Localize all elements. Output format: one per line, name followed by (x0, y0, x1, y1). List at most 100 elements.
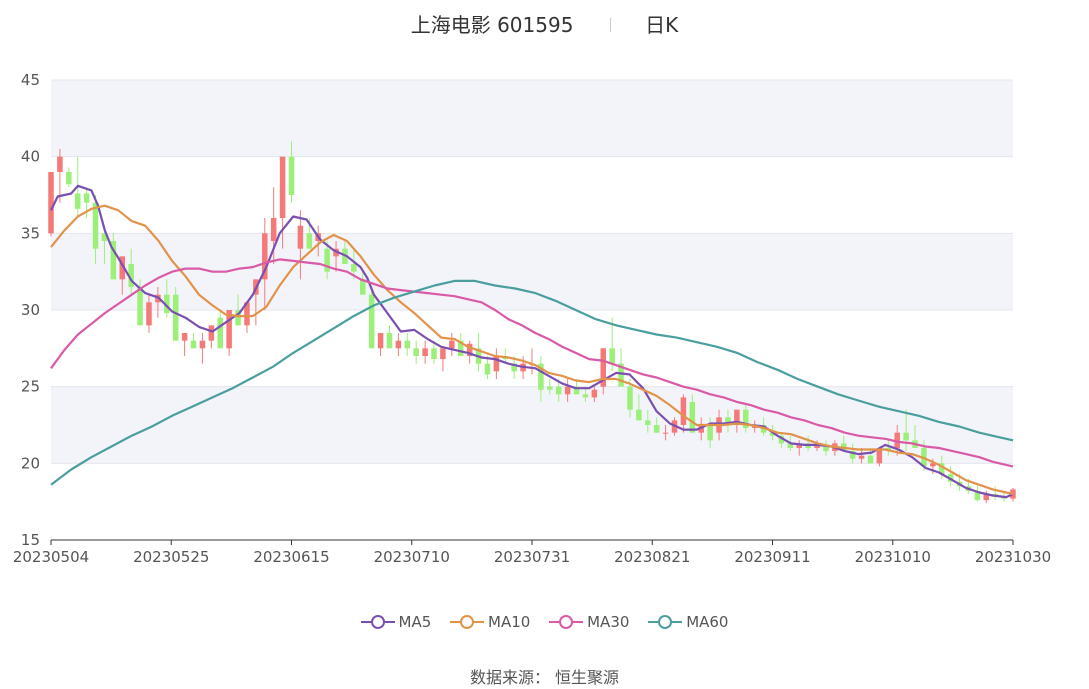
candle-body (101, 233, 108, 241)
candle-body (395, 340, 402, 349)
legend-ma60-icon (648, 615, 683, 629)
legend-ma30-icon (549, 615, 584, 629)
source-value: 恒生聚源 (555, 668, 620, 687)
candle-body (172, 294, 179, 341)
stock-name: 上海电影 601595 (410, 12, 574, 37)
candle-body (555, 386, 562, 395)
candle-body (137, 287, 143, 326)
candle-body (368, 294, 375, 349)
candle-body (199, 340, 206, 349)
candle-body (662, 432, 669, 434)
data-source: 数据来源： 恒生聚源 (0, 664, 1089, 688)
candle-body (83, 193, 90, 203)
legend-item-ma60[interactable]: MA60 (648, 613, 728, 631)
candle-body (769, 432, 776, 436)
candle-body (190, 340, 197, 349)
candle-body (636, 409, 642, 421)
candle-body (734, 409, 740, 425)
legend-ma5-label: MA5 (398, 612, 432, 631)
candle-body (119, 256, 126, 280)
candle-body (823, 444, 829, 452)
legend: MA5 MA10 MA30 MA60 (0, 612, 1089, 631)
y-tick-label: 25 (21, 378, 40, 396)
candle-body (582, 394, 589, 398)
candle-body (404, 340, 411, 349)
legend-item-ma5[interactable]: MA5 (360, 612, 432, 631)
candle-body (457, 340, 464, 356)
legend-ma30-label: MA30 (587, 612, 630, 631)
candle-body (92, 202, 99, 249)
candle-body (66, 172, 72, 185)
candle-body (618, 363, 624, 387)
candle-body (449, 340, 455, 349)
y-tick-label: 35 (21, 224, 40, 242)
candle-body (983, 494, 990, 501)
candle-body (591, 389, 598, 398)
candle-body (903, 432, 909, 441)
candle-body (627, 386, 633, 410)
candle-body (743, 409, 749, 429)
candle-body (440, 348, 446, 360)
candle-body (270, 218, 277, 241)
candle-body (128, 264, 134, 287)
y-tick-label: 40 (21, 148, 40, 166)
candle-body (288, 156, 295, 195)
x-tick-label: 20231010 (855, 548, 931, 566)
candle-body (146, 302, 152, 326)
candle-body (564, 386, 571, 395)
candle-body (422, 348, 428, 356)
candle-body (653, 425, 660, 433)
candle-body (689, 402, 696, 433)
x-tick-label: 20230525 (133, 548, 209, 566)
ma-line-ma10 (50, 204, 1014, 496)
chart-title: 上海电影 601595 日K (0, 8, 1089, 38)
candle-body (413, 348, 419, 356)
ma-line-ma30 (50, 258, 1014, 468)
candle-body (573, 386, 580, 395)
y-tick-label: 15 (21, 531, 40, 549)
legend-item-ma10[interactable]: MA10 (450, 613, 530, 631)
ma-line-ma60 (50, 279, 1014, 486)
candle-body (377, 333, 384, 349)
candle-body (57, 156, 63, 172)
x-tick-label: 20230615 (253, 548, 329, 566)
candle-body (262, 233, 268, 280)
x-tick-label: 20230710 (374, 548, 450, 566)
candle-body (386, 333, 393, 349)
candle-body (876, 448, 883, 464)
candle-body (538, 363, 544, 390)
candle-body (208, 325, 215, 341)
candle-body (858, 455, 865, 459)
candle-body (511, 363, 517, 372)
x-tick-label: 20231030 (975, 548, 1051, 566)
legend-item-ma30[interactable]: MA30 (549, 613, 629, 631)
candle-body (974, 490, 981, 501)
grid-band (51, 233, 1013, 310)
x-tick-label: 20230731 (494, 548, 570, 566)
candle-body (324, 248, 330, 272)
candle-body (110, 241, 117, 280)
legend-ma10-icon (450, 615, 485, 629)
x-tick-label: 20230504 (13, 548, 89, 566)
candle-body (707, 425, 713, 441)
source-label: 数据来源： (469, 668, 550, 687)
period-label: 日K (645, 12, 679, 37)
candlestick-chart: 15 20 25 30 35 40 45 20230504 20230525 20230615 20… (13, 71, 1051, 566)
candle-body (74, 193, 81, 209)
candle-body (814, 444, 820, 448)
y-tick-label: 45 (21, 71, 40, 89)
candle-body (867, 455, 874, 464)
candle-body (351, 264, 357, 272)
candle-body (466, 343, 473, 356)
x-tick-label: 20230821 (614, 548, 690, 566)
ma-line-ma5 (50, 184, 1014, 499)
candle-body (930, 463, 936, 467)
candle-body (306, 233, 313, 249)
candle-body (787, 443, 794, 448)
candle-body (164, 294, 170, 314)
candle-body (297, 225, 304, 249)
legend-ma10-label: MA10 (488, 612, 531, 631)
candle-body (226, 310, 232, 349)
candle-body (849, 451, 856, 459)
candle-body (493, 356, 500, 372)
